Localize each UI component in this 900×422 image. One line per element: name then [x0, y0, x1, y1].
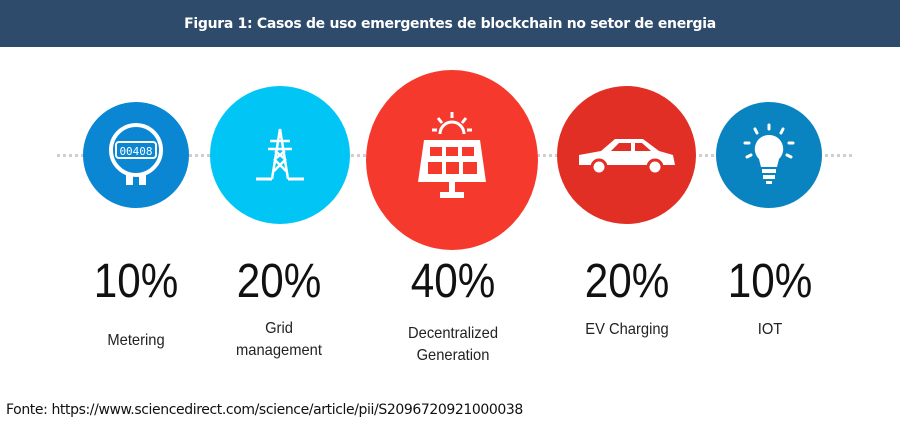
iot-circle — [716, 102, 822, 208]
figure-title: Figura 1: Casos de uso emergentes de blo… — [0, 0, 900, 47]
label-line: Generation — [416, 347, 490, 364]
percent-grid: 20% — [236, 255, 322, 308]
solar-panel-icon — [418, 112, 486, 198]
lightbulb-icon — [743, 123, 795, 184]
percent-metering: 10% — [93, 255, 179, 308]
label-generation: Decentralized Generation — [408, 323, 498, 367]
car-icon — [578, 139, 675, 176]
label-metering: Metering — [107, 330, 164, 352]
label-line: IOT — [757, 321, 783, 338]
figure-title-text: Figura 1: Casos de uso emergentes de blo… — [184, 15, 716, 32]
percent-generation: 40% — [410, 255, 496, 308]
percent-ev-charging: 20% — [584, 255, 670, 308]
label-line: management — [236, 342, 322, 359]
label-line: Grid — [265, 320, 293, 337]
meter-icon: 00408 — [109, 123, 163, 185]
generation-circle — [366, 70, 538, 250]
label-ev-charging: EV Charging — [585, 319, 668, 341]
power-tower-icon — [256, 128, 304, 181]
percent-iot: 10% — [727, 255, 813, 308]
meter-reading: 00408 — [119, 145, 152, 158]
source-citation: Fonte: https://www.sciencedirect.com/sci… — [6, 402, 523, 418]
label-line: Metering — [107, 332, 165, 349]
grid-circle — [210, 86, 350, 224]
label-grid: Grid management — [236, 318, 322, 362]
label-line: EV Charging — [585, 321, 669, 338]
ev-charging-circle — [557, 86, 696, 224]
metering-circle: 00408 — [83, 102, 189, 208]
label-iot: IOT — [758, 319, 783, 341]
label-line: Decentralized — [407, 325, 499, 342]
